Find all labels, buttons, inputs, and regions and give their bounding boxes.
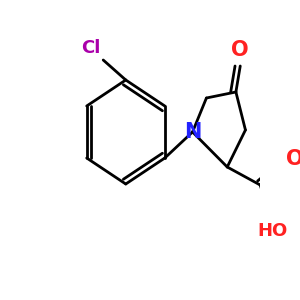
Text: O: O [286, 149, 300, 169]
Text: HO: HO [257, 222, 287, 240]
Text: N: N [184, 122, 201, 142]
Text: O: O [231, 40, 249, 60]
Text: Cl: Cl [81, 39, 101, 57]
